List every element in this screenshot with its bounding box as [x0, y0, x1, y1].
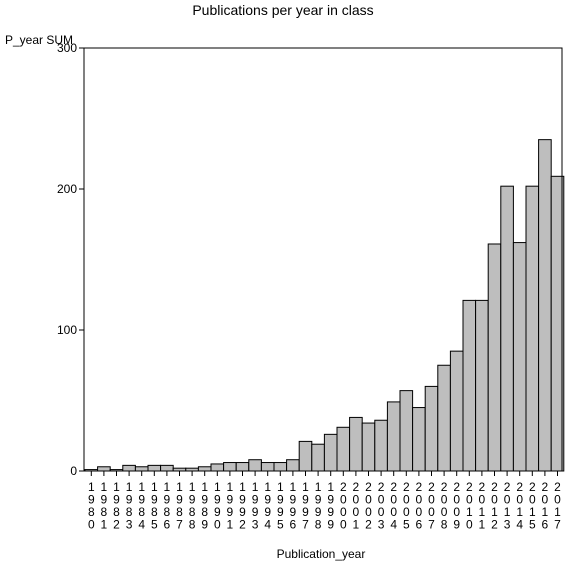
bar-1992	[235, 462, 250, 472]
bar-2001	[349, 416, 363, 472]
bar-1993	[248, 459, 262, 472]
y-tick-label-100: 100	[57, 323, 77, 337]
bar-1991	[223, 462, 237, 472]
bar-2007	[424, 385, 439, 472]
bar-1994	[260, 462, 275, 472]
bar-1999	[323, 433, 338, 472]
bar-1981	[97, 466, 111, 472]
bar-2013	[500, 185, 514, 472]
bar-2011	[475, 299, 489, 472]
bar-1983	[122, 464, 136, 472]
x-axis-label: Publication_year	[277, 547, 366, 561]
bar-1984	[134, 466, 149, 472]
bar-1998	[311, 443, 325, 472]
bar-1995	[273, 462, 288, 472]
plot-frame	[83, 47, 563, 472]
bar-2004	[386, 401, 401, 472]
bar-2003	[374, 419, 388, 472]
bar-1990	[210, 463, 225, 472]
bars-group	[84, 139, 565, 472]
bar-2012	[487, 243, 502, 472]
y-axis-label: P_year SUM	[5, 33, 73, 47]
bar-1986	[160, 464, 174, 472]
bar-2002	[361, 422, 376, 472]
bar-2014	[512, 242, 527, 472]
bar-1989	[197, 466, 212, 472]
bar-2009	[449, 350, 464, 472]
y-axis: 0 100 200 300	[57, 41, 84, 478]
bar-2016	[538, 139, 552, 472]
bar-2005	[399, 390, 414, 472]
y-tick-label-0: 0	[70, 464, 77, 478]
bar-1985	[147, 464, 162, 472]
y-tick-label-300: 300	[57, 41, 77, 55]
y-tick-label-200: 200	[57, 182, 77, 196]
chart-title: Publications per year in class	[192, 2, 373, 18]
bar-2008	[437, 364, 451, 472]
bar-2000	[336, 426, 351, 472]
bar-1996	[286, 459, 300, 472]
bar-1997	[298, 440, 313, 472]
bar-2015	[525, 185, 540, 472]
bar-2006	[412, 407, 426, 472]
bar-2010	[462, 299, 477, 472]
x-axis: 1 9 8 0 1 9 8 1 1 9 8 2 1 9 8 3 1 9 8 4 1 9 8 5 1 9 8 6 1 9 8 7 1 9 8 8 1 9 8 9…	[88, 471, 561, 532]
